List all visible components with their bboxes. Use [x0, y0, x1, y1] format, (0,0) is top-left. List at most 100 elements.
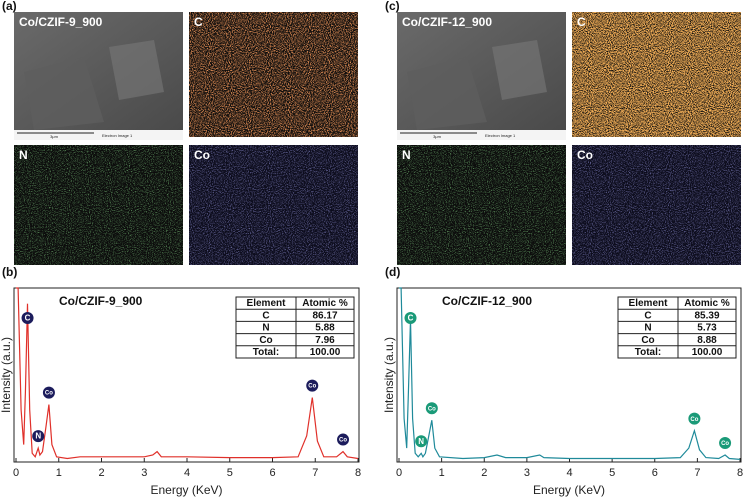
- peak-marker: [21, 312, 34, 324]
- table-cell: Total:: [253, 347, 279, 358]
- table-cell: 100.00: [692, 347, 723, 358]
- peak-marker: [404, 312, 417, 324]
- spectrum-line: [399, 287, 741, 460]
- image-caption: Electron Image 1: [485, 133, 516, 138]
- scale-label: 3μm: [433, 134, 442, 139]
- table-cell: C: [644, 310, 651, 321]
- panel-letter: (a): [2, 0, 17, 13]
- scale-label: 3μm: [50, 134, 59, 139]
- micrograph: Co: [189, 145, 358, 265]
- peak-marker: [415, 435, 428, 448]
- peak-label: C: [408, 314, 414, 323]
- peak-marker: [688, 412, 701, 425]
- micrograph: C: [189, 12, 358, 137]
- table-cell: Co: [259, 335, 272, 346]
- x-axis-label: Energy (KeV): [533, 483, 605, 497]
- peak-label: Co: [690, 417, 698, 423]
- x-tick-label: 1: [439, 467, 445, 479]
- y-axis-label: Intensity (a.u.): [382, 337, 396, 413]
- peak-label: N: [418, 437, 424, 446]
- peak-marker: [42, 386, 55, 399]
- peak-label: Co: [45, 391, 53, 397]
- table-cell: 5.73: [697, 323, 717, 334]
- element-map: [189, 12, 358, 137]
- x-tick-label: 8: [737, 467, 743, 479]
- table-cell: Element: [629, 298, 669, 309]
- element-map: [189, 145, 358, 265]
- peak-marker: [719, 437, 732, 450]
- image-label: Co: [194, 148, 210, 162]
- micrograph: C: [572, 12, 741, 137]
- table-frame: [617, 296, 737, 359]
- peak-label: N: [35, 432, 41, 441]
- table-cell: 100.00: [310, 347, 341, 358]
- table-cell: Total:: [635, 347, 661, 358]
- x-tick-label: 5: [609, 467, 615, 479]
- x-tick-label: 4: [184, 467, 190, 479]
- x-tick-label: 0: [396, 467, 402, 479]
- x-tick-label: 2: [98, 467, 104, 479]
- chart-title: Co/CZIF-9_900: [59, 294, 143, 308]
- spectrum-line: [16, 287, 359, 460]
- element-map: [572, 145, 741, 265]
- image-label: C: [194, 15, 203, 29]
- image-label: Co/CZIF-9_900: [19, 15, 103, 29]
- table-cell: Element: [247, 298, 287, 309]
- crystal: [109, 40, 164, 100]
- x-tick-label: 7: [312, 467, 318, 479]
- peak-label: C: [25, 314, 31, 323]
- x-tick-label: 3: [524, 467, 530, 479]
- image-caption: Electron Image 1: [102, 133, 133, 138]
- scale-strip: [397, 130, 566, 140]
- peak-label: Co: [428, 406, 436, 412]
- peak-marker: [32, 430, 45, 443]
- x-tick-label: 7: [694, 467, 700, 479]
- x-tick-label: 6: [652, 467, 658, 479]
- x-tick-label: 0: [13, 467, 19, 479]
- crystal: [24, 57, 104, 130]
- crystal: [407, 57, 487, 130]
- peak-label: Co: [339, 438, 347, 444]
- peak-label: Co: [721, 441, 729, 447]
- micrograph: 3μm Electron Image 1 Co/CZIF-12_900: [397, 12, 566, 140]
- x-tick-label: 6: [269, 467, 275, 479]
- image-label: C: [577, 15, 586, 29]
- scale-strip: [14, 130, 183, 140]
- panel-letter: (b): [2, 265, 17, 279]
- element-map: [14, 145, 183, 265]
- table-cell: 86.17: [312, 310, 337, 321]
- x-tick-label: 3: [141, 467, 147, 479]
- micrograph: Co: [572, 145, 741, 265]
- peak-marker: [425, 402, 438, 415]
- table-cell: Atomic %: [302, 298, 348, 309]
- table-cell: N: [262, 323, 269, 334]
- x-tick-label: 2: [481, 467, 487, 479]
- image-label: N: [402, 148, 411, 162]
- image-label: Co/CZIF-12_900: [402, 15, 492, 29]
- table-cell: 5.88: [315, 323, 335, 334]
- image-label: N: [19, 148, 28, 162]
- element-map: [572, 12, 741, 137]
- table-cell: Atomic %: [684, 298, 730, 309]
- table-cell: C: [262, 310, 269, 321]
- x-axis-label: Energy (KeV): [150, 483, 222, 497]
- x-tick-label: 5: [227, 467, 233, 479]
- micrograph: N: [397, 145, 566, 265]
- chart-title: Co/CZIF-12_900: [442, 294, 532, 308]
- table-cell: N: [644, 323, 651, 334]
- panel-letter: (d): [385, 265, 400, 279]
- element-map: [397, 145, 566, 265]
- table-cell: 85.39: [694, 310, 719, 321]
- peak-label: Co: [308, 384, 316, 390]
- micrograph: 3μm Electron Image 1 Co/CZIF-9_900: [14, 12, 183, 140]
- y-axis-label: Intensity (a.u.): [0, 337, 13, 413]
- micrograph: N: [14, 145, 183, 265]
- table-frame: [235, 296, 355, 359]
- x-tick-label: 1: [56, 467, 62, 479]
- peak-marker: [306, 379, 319, 392]
- table-cell: Co: [641, 335, 654, 346]
- table-cell: 8.88: [697, 335, 717, 346]
- image-label: Co: [577, 148, 593, 162]
- x-tick-label: 4: [566, 467, 572, 479]
